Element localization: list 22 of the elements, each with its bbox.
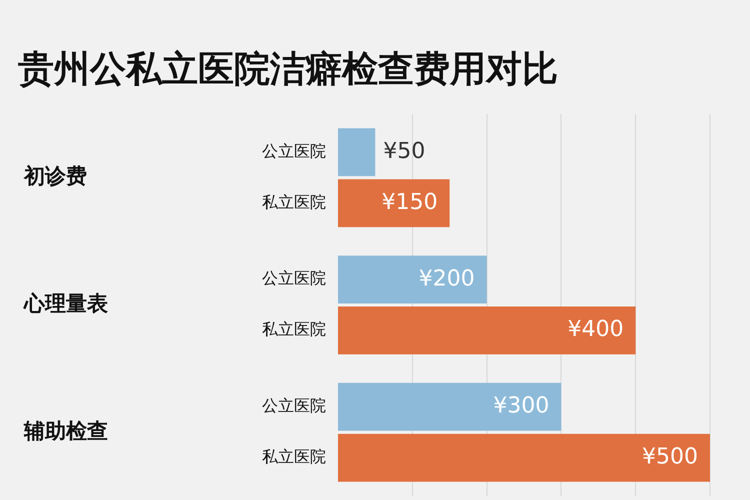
chart-title: 贵州公私立医院洁癖检查费用对比 (17, 48, 559, 92)
bar (338, 256, 487, 304)
bar (338, 434, 710, 482)
data-label: ¥200 (418, 266, 475, 292)
text: 私立医院 (262, 320, 326, 339)
text: 公立医院 (262, 396, 326, 416)
y-tick-label: 初诊费 (23, 164, 87, 188)
text: 公立医院 (262, 268, 326, 288)
data-label: ¥300 (493, 394, 550, 419)
y-tick-label: 辅助检查 (23, 418, 108, 443)
series-label: 私立医院 (262, 192, 326, 212)
data-label: ¥500 (642, 444, 698, 470)
y-tick-label: 心理量表 (23, 291, 108, 316)
data-label: ¥50 (383, 138, 426, 164)
bar (338, 179, 450, 228)
bar (338, 382, 562, 431)
bar (338, 128, 376, 176)
series-label: 公立医院 (262, 141, 326, 160)
text: 私立医院 (262, 446, 326, 466)
bar (338, 306, 636, 354)
data-label: ¥400 (568, 317, 624, 342)
data-label: ¥150 (382, 190, 438, 215)
